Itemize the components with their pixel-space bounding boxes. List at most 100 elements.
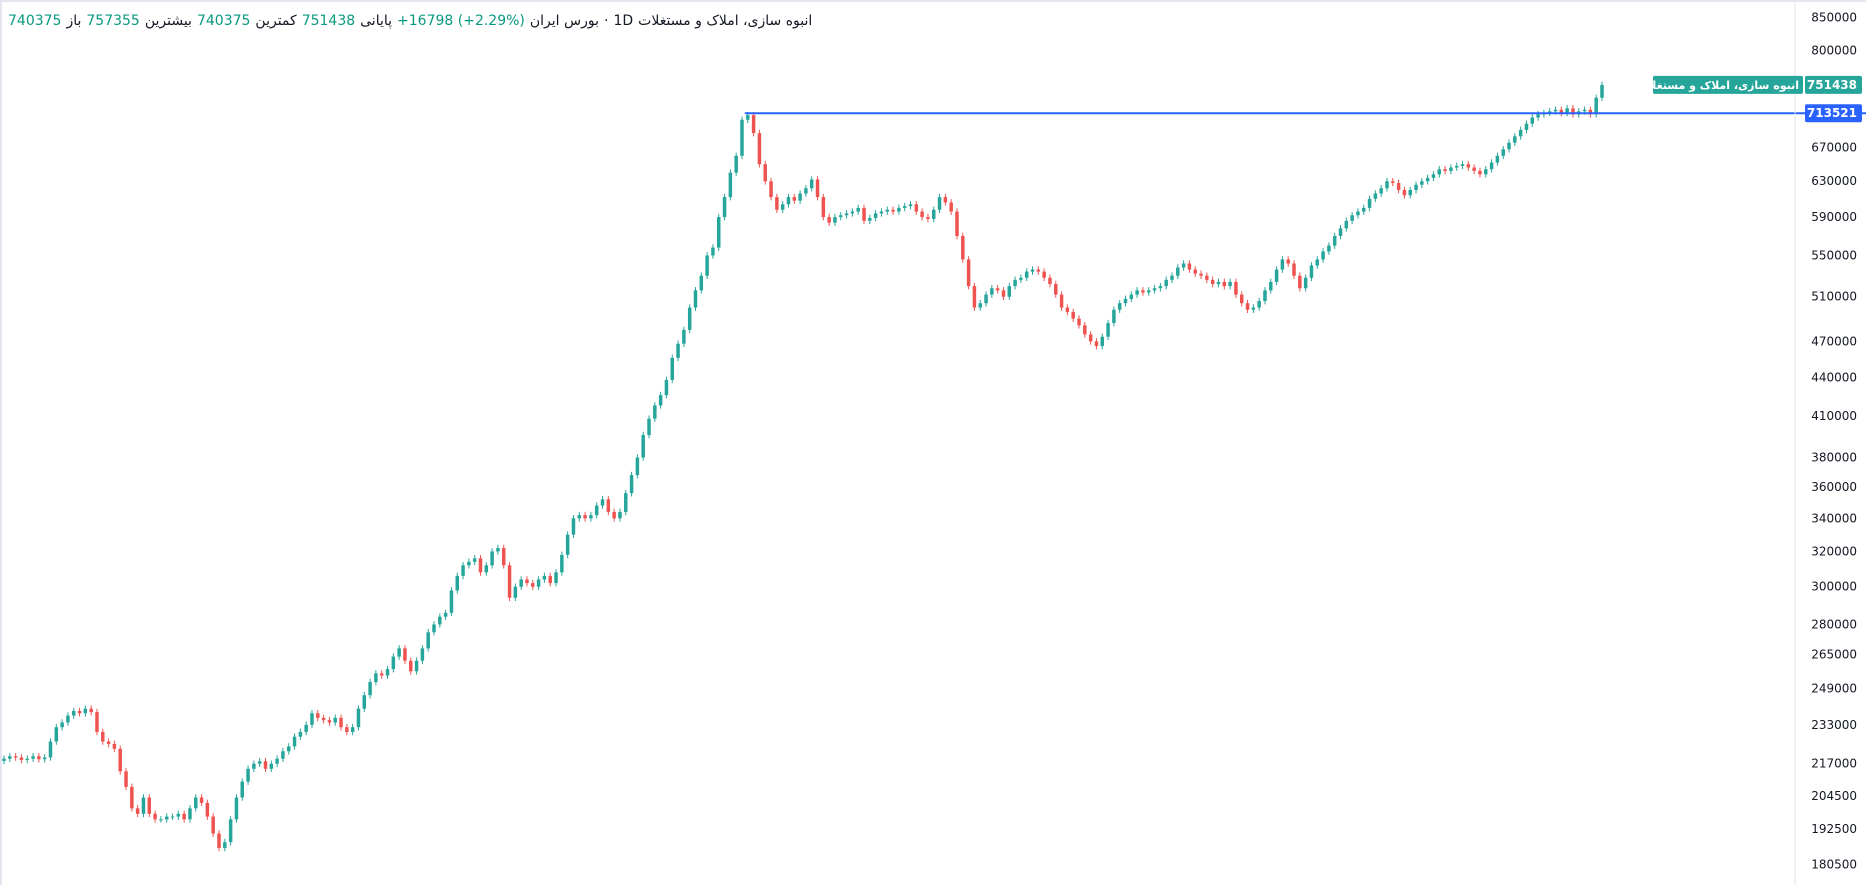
price-tick-label: 280000: [1811, 617, 1857, 631]
candles-layer: [2, 81, 1604, 852]
candle-body: [937, 197, 942, 210]
candle-body: [978, 303, 982, 308]
candle: [1065, 304, 1070, 316]
candle-body: [472, 558, 477, 562]
price-tick-label: 249000: [1811, 682, 1857, 696]
candle: [409, 657, 413, 675]
price-tick-label: 300000: [1811, 580, 1857, 594]
candle-body: [525, 579, 529, 584]
candle-body: [1280, 259, 1285, 270]
candle: [1402, 186, 1407, 199]
candle: [170, 813, 175, 820]
candle-body: [716, 217, 721, 248]
candle: [1362, 204, 1366, 215]
candle: [682, 326, 686, 347]
candle: [757, 129, 762, 168]
candle-body: [902, 206, 907, 208]
candle-body: [1321, 251, 1325, 260]
candle: [37, 752, 41, 763]
candle: [1315, 256, 1320, 269]
candle-body: [89, 708, 93, 713]
candle-body: [769, 181, 773, 198]
price-tag-value: 751438: [1807, 78, 1857, 92]
candle: [77, 707, 82, 717]
candle-body: [635, 457, 640, 476]
candle: [472, 555, 477, 566]
candle: [583, 511, 587, 522]
candle-body: [850, 211, 855, 214]
candle-body: [1518, 129, 1523, 137]
candle: [920, 208, 924, 221]
candle: [536, 576, 541, 591]
candle-body: [1402, 189, 1407, 196]
candle-body: [106, 741, 111, 744]
price-tick-label: 850000: [1811, 11, 1857, 25]
candle: [1588, 106, 1593, 118]
price-tick-label: 670000: [1811, 141, 1857, 155]
candle: [1518, 126, 1523, 140]
legend-dot: ·: [604, 13, 609, 29]
candle-body: [269, 763, 274, 769]
candle-body: [397, 648, 401, 657]
price-tick-label: 340000: [1811, 511, 1857, 525]
candle: [862, 204, 866, 225]
candle-body: [1001, 290, 1006, 297]
candle: [455, 572, 459, 594]
candle-body: [327, 720, 332, 723]
candle-body: [60, 722, 64, 728]
candle: [1170, 272, 1174, 284]
candle: [1292, 260, 1296, 279]
candle: [647, 415, 651, 439]
legend-interval[interactable]: 1D: [613, 13, 634, 29]
candle-body: [1489, 162, 1494, 170]
legend-exchange: بورس ایران: [529, 13, 600, 29]
candle-body: [362, 695, 367, 709]
candle-body: [1094, 341, 1099, 347]
candle-body: [1327, 245, 1331, 252]
candle-body: [1344, 220, 1349, 229]
candle-body: [1437, 169, 1442, 175]
candle: [821, 193, 826, 221]
candle-body: [1594, 97, 1598, 115]
candle: [891, 206, 895, 215]
candle-body: [449, 590, 454, 613]
candle-body: [1036, 269, 1041, 272]
candle: [984, 291, 988, 307]
candle-body: [641, 434, 645, 458]
candle: [1088, 331, 1093, 345]
candle-body: [1478, 170, 1482, 175]
candle: [949, 199, 953, 215]
candle: [885, 206, 890, 215]
price-tick-label: 590000: [1811, 210, 1857, 224]
candle: [1164, 276, 1168, 290]
candle: [711, 244, 715, 259]
candle: [240, 778, 244, 801]
candle-body: [908, 204, 913, 207]
candle-body: [112, 743, 117, 749]
candle-body: [891, 209, 895, 212]
candle-body: [374, 673, 378, 683]
candle: [147, 794, 152, 818]
price-axis[interactable]: 8500008000007500007100006700006300005900…: [1794, 0, 1857, 885]
candle-body: [25, 758, 29, 760]
candle-body: [1303, 277, 1308, 289]
candle-body: [484, 565, 489, 573]
candle-body: [647, 418, 651, 435]
candle-body: [1495, 155, 1500, 163]
candle-body: [1123, 298, 1128, 304]
candle: [833, 213, 837, 226]
candle-body: [873, 213, 878, 219]
price-tick-label: 410000: [1811, 409, 1857, 423]
candle: [1489, 159, 1494, 173]
candle-body: [339, 717, 343, 728]
candle: [804, 184, 808, 197]
candle: [484, 562, 489, 576]
candle-body: [827, 217, 831, 223]
candle-body: [1007, 286, 1012, 297]
candle-body: [1222, 281, 1227, 287]
candle-body: [54, 727, 59, 742]
candle-body: [1391, 181, 1395, 183]
candle-body: [1176, 267, 1180, 276]
candle-body: [281, 751, 285, 759]
